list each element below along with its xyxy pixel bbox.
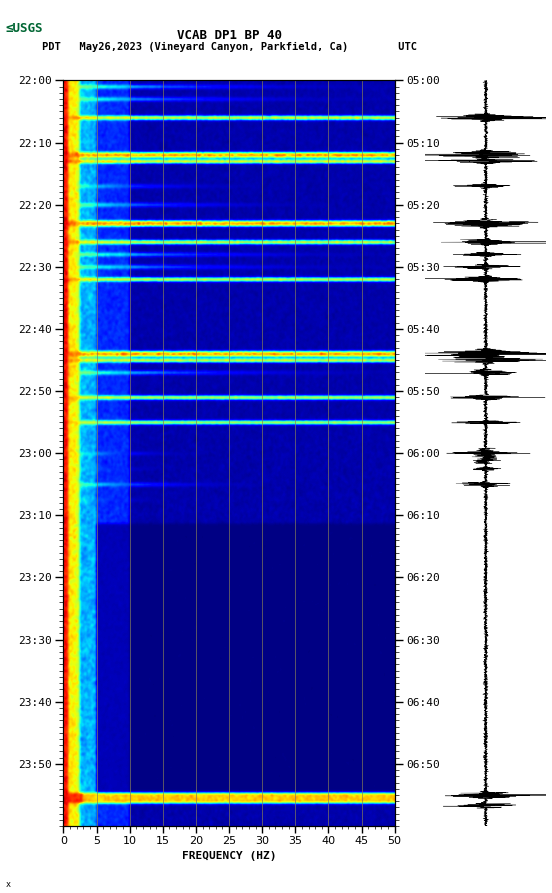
X-axis label: FREQUENCY (HZ): FREQUENCY (HZ) xyxy=(182,851,277,862)
Text: VCAB DP1 BP 40: VCAB DP1 BP 40 xyxy=(177,29,282,42)
Text: PDT   May26,2023 (Vineyard Canyon, Parkfield, Ca)        UTC: PDT May26,2023 (Vineyard Canyon, Parkfie… xyxy=(41,42,417,52)
Text: x: x xyxy=(6,880,10,889)
Text: ≤USGS: ≤USGS xyxy=(6,22,43,36)
